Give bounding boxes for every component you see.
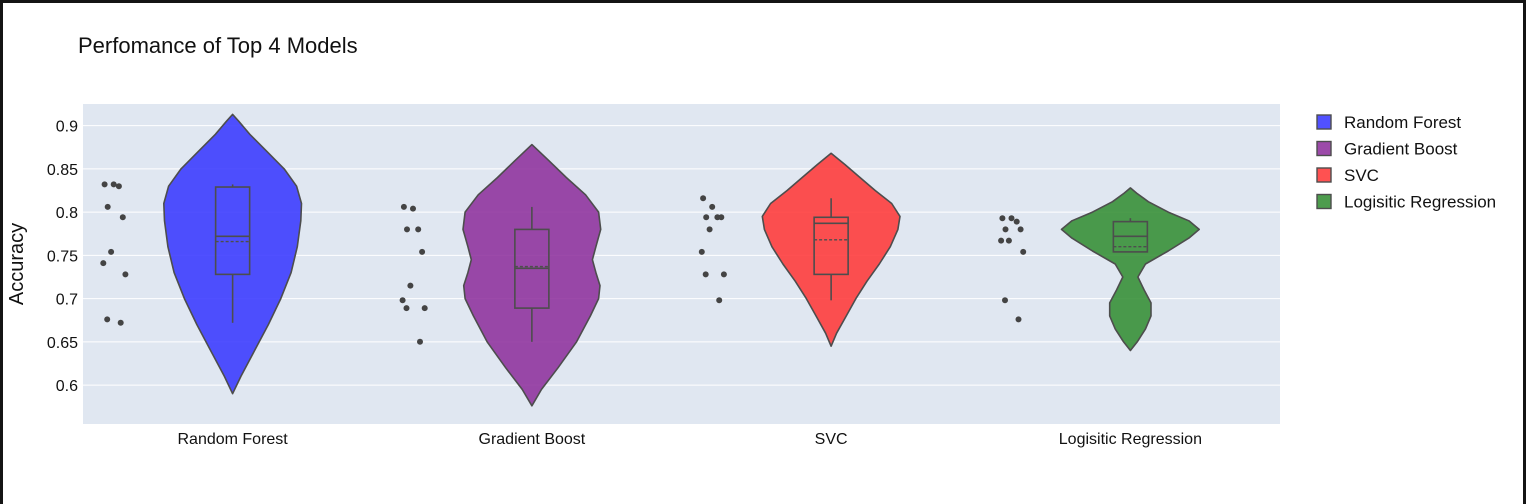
data-point <box>110 181 117 188</box>
y-tick-label: 0.6 <box>56 378 78 395</box>
violin-group-1 <box>399 143 602 407</box>
violin-group-2 <box>698 152 901 347</box>
data-point <box>400 203 407 210</box>
violins <box>100 113 1200 407</box>
data-point <box>716 297 723 304</box>
y-tick-label: 0.85 <box>47 162 78 179</box>
data-point <box>421 305 428 312</box>
data-point <box>706 226 713 233</box>
legend-item[interactable]: Gradient Boost <box>1316 140 1458 159</box>
data-point <box>407 282 414 289</box>
legend-label: Random Forest <box>1344 113 1461 132</box>
legend-item[interactable]: Logisitic Regression <box>1316 193 1496 212</box>
legend[interactable]: Random Forest Gradient Boost SVC Logisitic … <box>1316 113 1496 212</box>
data-point <box>410 205 416 212</box>
box <box>813 216 849 276</box>
violin-shape <box>462 143 602 407</box>
data-point <box>718 214 725 221</box>
legend-swatch <box>1316 167 1332 183</box>
data-point <box>1015 316 1022 323</box>
data-point <box>1002 297 1008 304</box>
y-tick-labels: 0.6 0.65 0.7 0.75 0.8 0.85 0.9 <box>47 119 78 395</box>
legend-swatch <box>1316 114 1332 130</box>
legend-label: Gradient Boost <box>1344 140 1458 159</box>
data-point <box>1017 226 1024 233</box>
violin-shape <box>1060 187 1200 352</box>
box <box>214 186 251 276</box>
legend-label: SVC <box>1344 166 1379 185</box>
x-tick-label: SVC <box>815 431 848 448</box>
data-point <box>100 260 107 267</box>
data-point <box>1013 218 1020 225</box>
chart-title: Perfomance of Top 4 Models <box>78 33 358 58</box>
violin-chart: Perfomance of Top 4 Models 0.6 0.65 0.7 0.7… <box>6 33 1496 448</box>
data-point <box>415 226 422 233</box>
x-tick-label: Random Forest <box>177 431 288 448</box>
data-point <box>403 305 410 312</box>
y-tick-label: 0.65 <box>47 335 78 352</box>
data-point <box>1008 215 1015 222</box>
legend-label: Logisitic Regression <box>1344 193 1496 212</box>
data-point <box>119 214 126 221</box>
y-tick-label: 0.7 <box>56 292 78 309</box>
legend-swatch <box>1316 193 1332 210</box>
data-point <box>101 181 108 188</box>
data-point <box>419 248 426 255</box>
x-tick-label: Gradient Boost <box>479 431 586 448</box>
data-point <box>108 248 115 255</box>
data-point <box>702 271 709 278</box>
y-tick-label: 0.8 <box>56 205 78 222</box>
violin-group-3 <box>998 187 1200 352</box>
data-point <box>999 215 1006 222</box>
data-point <box>700 195 707 202</box>
x-tick-labels: Random Forest Gradient Boost SVC Logisitic … <box>177 431 1201 448</box>
y-axis-title: Accuracy <box>6 223 28 305</box>
legend-item[interactable]: Random Forest <box>1316 113 1461 132</box>
data-point <box>1005 237 1012 244</box>
data-point <box>104 203 111 210</box>
violin-shape <box>761 152 901 347</box>
y-tick-label: 0.75 <box>47 248 78 265</box>
data-point <box>703 214 710 221</box>
data-point <box>698 248 705 255</box>
data-point <box>104 316 111 323</box>
violin-shape <box>163 113 303 395</box>
chart-frame: Perfomance of Top 4 Models 0.6 0.65 0.7 0.7… <box>3 3 1523 504</box>
violin-group-0 <box>100 113 303 395</box>
data-point <box>417 338 423 345</box>
data-point <box>709 203 716 210</box>
data-point <box>399 297 406 304</box>
data-point <box>115 183 122 190</box>
y-tick-label: 0.9 <box>56 119 78 136</box>
legend-item[interactable]: SVC <box>1316 166 1379 185</box>
data-point <box>404 226 410 233</box>
data-point <box>1002 226 1009 233</box>
data-point <box>117 319 124 326</box>
x-tick-label: Logisitic Regression <box>1059 431 1202 448</box>
data-point <box>122 271 129 278</box>
legend-swatch <box>1316 140 1332 157</box>
data-point <box>1020 248 1027 255</box>
data-point <box>720 271 727 278</box>
data-point <box>998 237 1005 244</box>
